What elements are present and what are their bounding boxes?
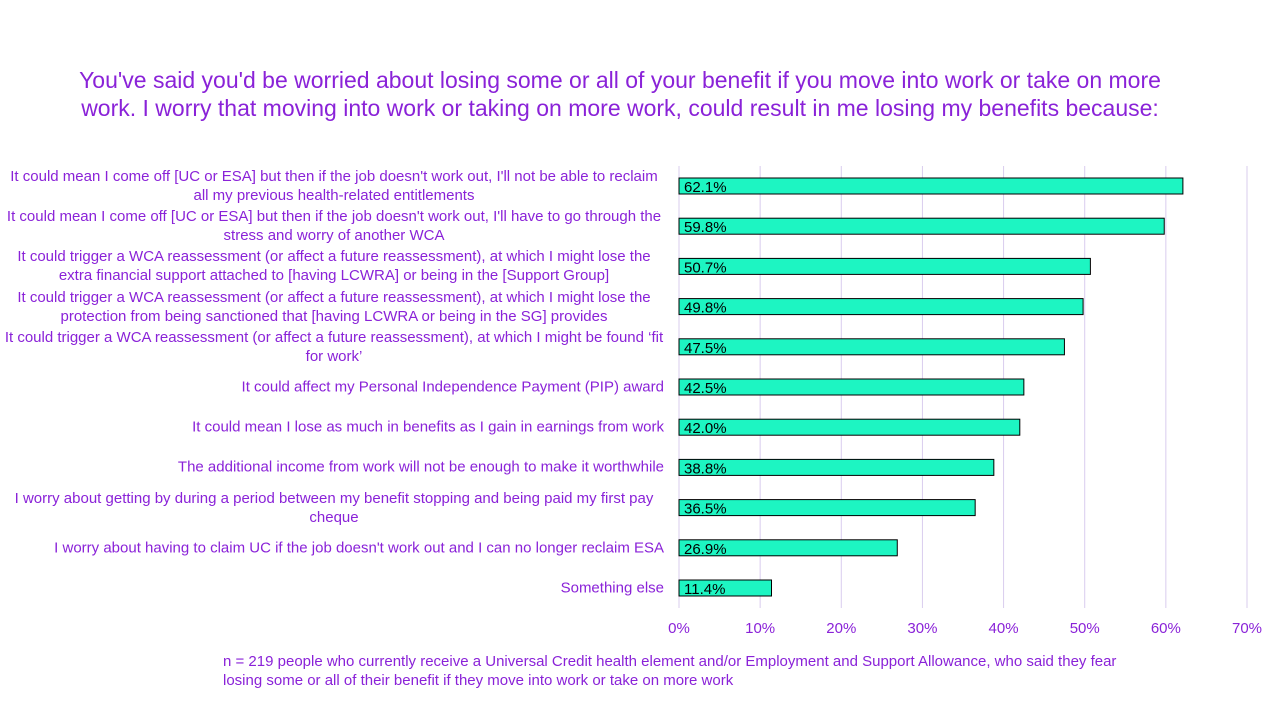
x-tick-label: 50% (1070, 620, 1100, 637)
bar (678, 177, 1184, 195)
x-tick-label: 60% (1151, 620, 1181, 637)
x-tick-label: 10% (745, 620, 775, 637)
data-label: 50.7% (684, 259, 727, 276)
data-label: 11.4% (684, 581, 725, 598)
category-label: The additional income from work will not… (177, 458, 664, 476)
data-label: 59.8% (684, 219, 727, 236)
bar (678, 338, 1065, 356)
data-label: 42.5% (684, 380, 727, 397)
bar (678, 579, 773, 597)
data-label: 26.9% (684, 541, 727, 558)
data-label: 42.0% (684, 420, 727, 437)
category-label: It could trigger a WCA reassessment (or … (17, 288, 651, 325)
category-label: It could affect my Personal Independence… (241, 378, 664, 396)
bar (678, 418, 1021, 436)
x-tick-label: 70% (1232, 620, 1262, 637)
category-label: It could trigger a WCA reassessment (or … (17, 248, 651, 285)
chart-title: You've said you'd be worried about losin… (79, 67, 1161, 121)
data-label: 62.1% (684, 179, 727, 196)
data-label: 49.8% (684, 300, 727, 317)
sample-note: n = 219 people who currently receive a U… (223, 653, 1117, 689)
bar (678, 539, 898, 557)
data-label: 38.8% (684, 460, 727, 477)
bar (678, 257, 1091, 275)
category-label: It could mean I lose as much in benefits… (192, 418, 664, 436)
category-label: I worry about having to claim UC if the … (54, 539, 664, 557)
category-label: It could mean I come off [UC or ESA] but… (10, 168, 658, 204)
x-tick-label: 20% (826, 620, 856, 637)
data-label: 36.5% (684, 501, 727, 518)
bar (678, 458, 995, 476)
x-tick-label: 0% (668, 620, 690, 637)
x-tick-label: 30% (907, 620, 937, 637)
data-label: 47.5% (684, 340, 727, 357)
category-label: It could mean I come off [UC or ESA] but… (6, 208, 662, 245)
bar (678, 217, 1165, 235)
category-label: Something else (560, 579, 664, 597)
bar (678, 499, 976, 517)
category-label: It could trigger a WCA reassessment (or … (4, 328, 664, 365)
category-label: I worry about getting by during a period… (14, 489, 654, 526)
bar (678, 298, 1084, 316)
x-tick-label: 40% (989, 620, 1019, 637)
bar (678, 378, 1025, 396)
